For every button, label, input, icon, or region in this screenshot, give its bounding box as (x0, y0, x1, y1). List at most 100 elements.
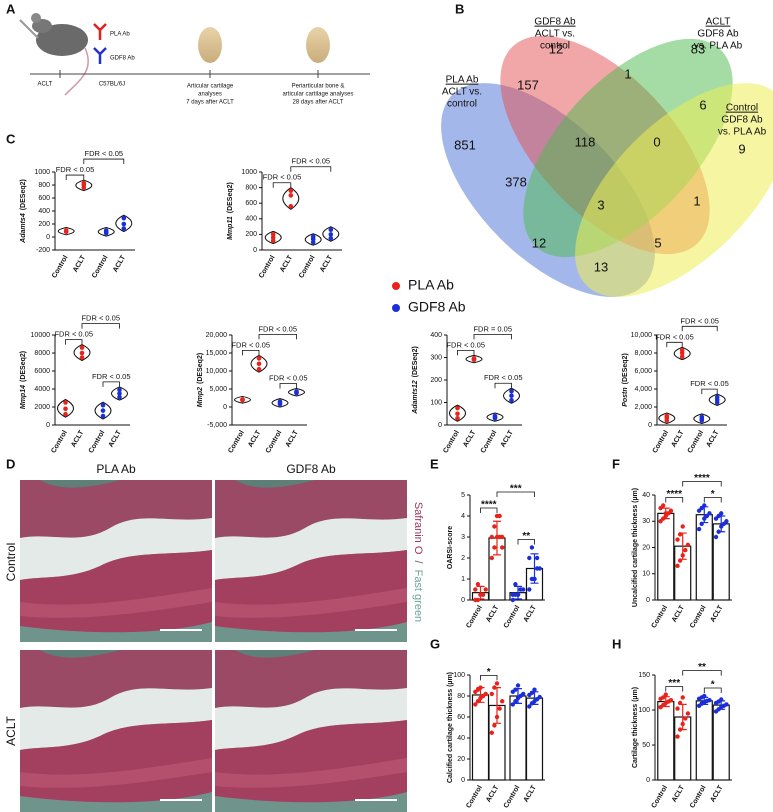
significance-label: FDR < 0.05 (92, 372, 131, 381)
violin (57, 226, 75, 236)
data-point (100, 408, 106, 413)
data-point (534, 555, 540, 561)
x-tick-label: ACLT (485, 604, 500, 624)
y-tick-label: 80 (457, 693, 465, 700)
significance-label: **** (666, 489, 682, 500)
data-point (288, 193, 294, 198)
violin (708, 393, 726, 407)
data-point (675, 706, 680, 711)
violin (673, 346, 691, 361)
panel-label: F (612, 456, 620, 471)
data-point (719, 511, 724, 516)
surgery-label: ACLT (38, 82, 53, 88)
data-point (121, 226, 127, 231)
data-point (683, 716, 688, 721)
venn-count: 83 (691, 41, 705, 56)
error-bar (717, 515, 726, 533)
data-point (288, 188, 294, 194)
error-bar (700, 696, 709, 705)
histology-image (214, 479, 408, 643)
data-point (497, 513, 502, 519)
venn-count: 157 (517, 77, 539, 92)
timepoint-label: Periarticular bone & (292, 84, 345, 90)
violin (282, 187, 300, 210)
significance-bracket (83, 158, 125, 165)
data-point (117, 391, 122, 396)
antibody-label: PLA Ab (110, 32, 130, 38)
y-tick-label: 40 (457, 735, 465, 742)
venn-set (575, 83, 773, 297)
x-tick-label: ACLT (462, 429, 477, 449)
data-point (489, 534, 494, 540)
y-axis-label-part: Cartilage thickness (µm) (632, 687, 639, 768)
data-point (277, 399, 283, 404)
stain-name: Safranin O (412, 502, 424, 555)
significance-label: FDR < 0.05 (484, 373, 523, 382)
venn-count: 851 (454, 137, 476, 152)
data-point (492, 413, 498, 419)
data-point (663, 692, 668, 697)
data-point (664, 413, 670, 419)
stain-name: Fast green (412, 570, 424, 623)
data-point (100, 413, 106, 419)
data-point (100, 402, 106, 408)
data-point (527, 704, 532, 709)
significance-label: *** (510, 484, 522, 495)
data-point (455, 411, 460, 417)
significance-label: FDR < 0.05 (446, 340, 485, 349)
y-tick-label: 0 (253, 247, 257, 254)
y-axis-label: Cartilage thickness (µm) (632, 687, 639, 768)
y-tick-label: 8000 (34, 350, 50, 357)
error-bar (678, 703, 687, 731)
data-point (270, 232, 276, 237)
significance-bracket (480, 675, 498, 681)
y-tick-label: 0 (46, 422, 50, 429)
y-tick-label: 0 (461, 777, 465, 784)
significance-bracket (682, 670, 722, 676)
y-tick-label: 800 (38, 182, 50, 189)
panel-label: D (6, 456, 15, 471)
significance-bracket (258, 334, 297, 340)
x-tick-label: ACLT (670, 429, 685, 449)
data-point (510, 702, 515, 707)
violin (658, 412, 676, 425)
significance-label: ** (698, 662, 706, 673)
data-point (537, 694, 542, 700)
significance-label: FDR < 0.05 (81, 314, 120, 323)
y-axis-label: Adamts12 (DESeq2) (412, 346, 419, 415)
venn-count: 3 (597, 197, 604, 212)
data-point (675, 734, 680, 739)
row-label: ACLT (4, 715, 18, 745)
x-tick-label: Control (265, 429, 284, 454)
y-axis-label-part: Mmp2 (197, 387, 204, 407)
y-axis-label-part: Mmp14 (20, 385, 27, 409)
legend-marker (392, 282, 400, 290)
y-axis-label-part: Adamts12 (412, 380, 419, 415)
panel-label: A (6, 1, 16, 16)
data-point (683, 547, 688, 553)
venn-count: 13 (594, 259, 608, 274)
y-tick-label: 8,000 (634, 350, 652, 357)
significance-bracket (703, 687, 722, 693)
data-point (537, 566, 542, 571)
significance-bracket (290, 166, 332, 172)
data-point (497, 706, 502, 711)
data-point (256, 361, 262, 367)
mouse-ear (31, 13, 41, 23)
y-tick-label: 200 (430, 377, 442, 384)
y-tick-label: 40 (642, 492, 650, 499)
y-tick-label: -200 (36, 247, 50, 254)
y-axis-label: Mmp11 (DESeq2) (227, 182, 234, 240)
data-point (510, 597, 515, 603)
error-bar (530, 553, 539, 584)
bar (657, 512, 675, 601)
x-tick-label: Control (465, 604, 484, 629)
significance-bracket (81, 323, 120, 329)
timepoint-label: analyses (198, 92, 222, 98)
y-axis-label-part: (DESeq2) (622, 353, 629, 384)
error-bar (700, 506, 709, 524)
data-point (509, 388, 514, 394)
violin (94, 401, 112, 420)
x-tick-label: ACLT (523, 604, 538, 624)
y-tick-label: 3 (461, 534, 465, 541)
